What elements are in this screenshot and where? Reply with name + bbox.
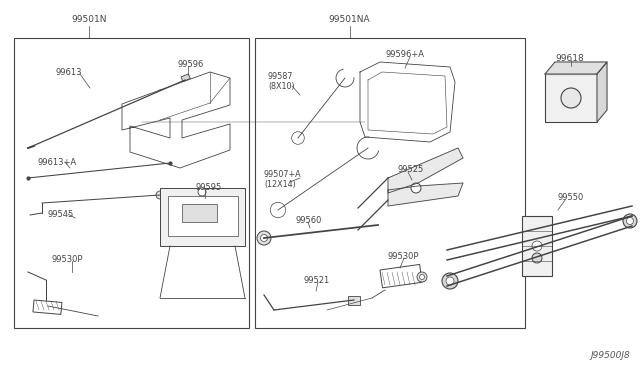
Text: 99595: 99595	[195, 183, 221, 192]
Circle shape	[532, 241, 542, 251]
Text: 99596+A: 99596+A	[385, 50, 424, 59]
Bar	[545, 74, 597, 122]
Bar	[33, 300, 62, 314]
Circle shape	[156, 191, 164, 199]
Circle shape	[417, 272, 427, 282]
Text: 99525: 99525	[398, 165, 424, 174]
Text: 99521: 99521	[303, 276, 329, 285]
Text: 99501N: 99501N	[72, 15, 107, 24]
Circle shape	[627, 218, 634, 224]
Text: 99550: 99550	[557, 193, 583, 202]
Text: 99530P: 99530P	[52, 255, 83, 264]
Bar	[255, 38, 525, 328]
Bar	[348, 296, 360, 305]
Text: 99618: 99618	[555, 54, 584, 63]
Bar	[522, 216, 552, 276]
Bar	[168, 196, 238, 236]
Circle shape	[532, 253, 542, 263]
Text: 99507+A
(12X14): 99507+A (12X14)	[264, 170, 301, 189]
Bar	[181, 74, 190, 81]
Bar	[380, 264, 422, 288]
Circle shape	[446, 277, 454, 285]
Text: 99587
(8X10): 99587 (8X10)	[268, 72, 294, 92]
Polygon shape	[545, 62, 607, 74]
Circle shape	[623, 214, 637, 228]
Circle shape	[260, 234, 268, 241]
Circle shape	[257, 231, 271, 245]
Text: 99560: 99560	[295, 216, 321, 225]
Polygon shape	[388, 183, 463, 206]
Text: 99530P: 99530P	[388, 252, 419, 261]
Circle shape	[419, 275, 424, 279]
Bar	[182, 204, 217, 222]
Circle shape	[411, 183, 421, 193]
Text: 99613: 99613	[55, 68, 81, 77]
Text: 99545: 99545	[48, 210, 74, 219]
Text: 99596: 99596	[178, 60, 204, 69]
Text: 99501NA: 99501NA	[329, 15, 371, 24]
Circle shape	[442, 273, 458, 289]
Polygon shape	[388, 148, 463, 193]
Bar	[160, 188, 245, 246]
Text: J99500J8: J99500J8	[590, 351, 630, 360]
Circle shape	[561, 88, 581, 108]
Text: 99613+A: 99613+A	[38, 158, 77, 167]
Bar	[14, 38, 249, 328]
Circle shape	[198, 188, 206, 196]
Polygon shape	[597, 62, 607, 122]
